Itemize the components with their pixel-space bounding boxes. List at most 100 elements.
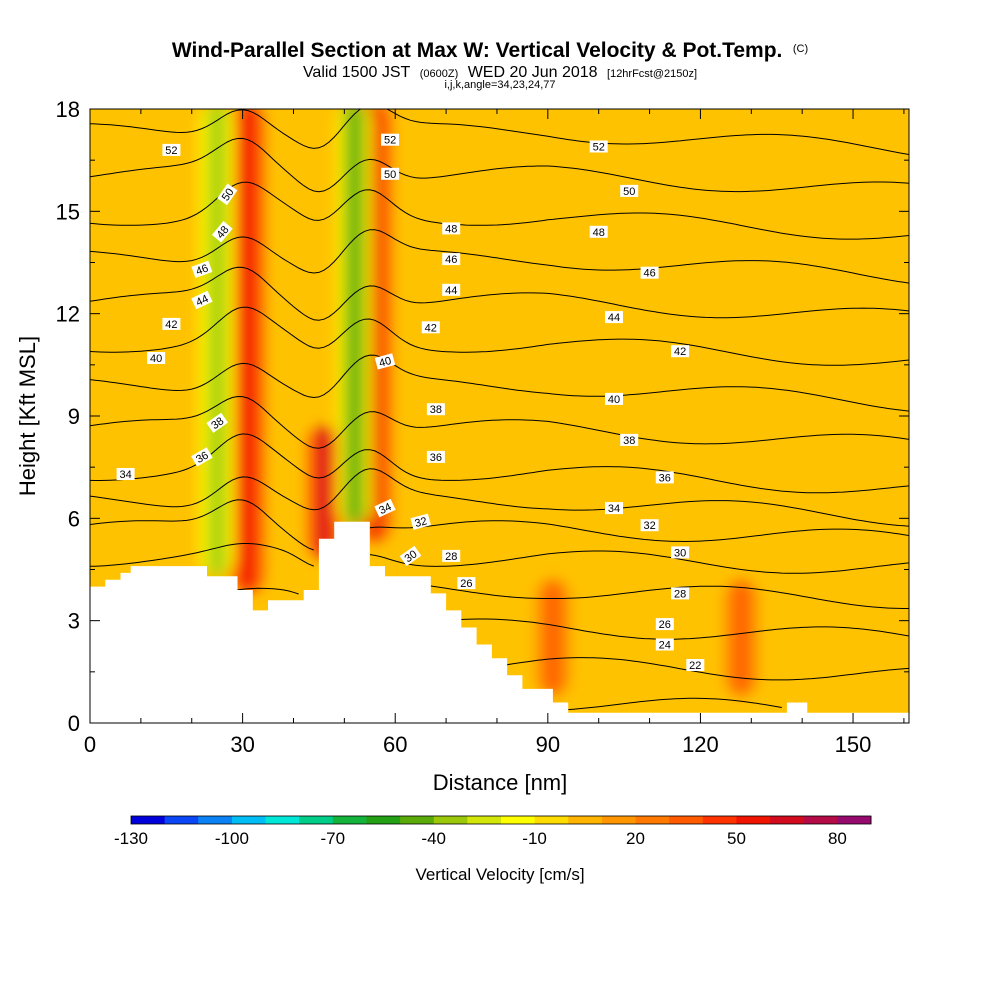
theta-label: 52 — [384, 135, 396, 147]
theta-label-group: 44 — [191, 290, 213, 310]
svg-text:Wind-Parallel Section at Max W: Wind-Parallel Section at Max W: Vertical… — [172, 39, 808, 62]
theta-label-group: 36 — [191, 447, 213, 467]
theta-label-bg — [655, 638, 674, 651]
theta-label-group: 44 — [605, 311, 623, 324]
theta-label-bg — [671, 546, 690, 559]
theta-label-group: 46 — [442, 253, 461, 266]
colorbar-swatch — [635, 816, 670, 824]
theta-label: 26 — [659, 619, 671, 631]
theta-label-bg — [426, 450, 445, 463]
colorbar-swatch — [601, 816, 637, 824]
theta-contour — [90, 354, 909, 412]
theta-label: 40 — [608, 394, 620, 406]
theta-label-bg — [605, 311, 623, 324]
theta-label: 44 — [445, 285, 457, 297]
theta-label-group: 50 — [381, 167, 400, 181]
theta-label: 42 — [425, 322, 437, 334]
colorbar-swatch — [770, 816, 805, 824]
theta-label: 24 — [659, 640, 671, 652]
colorbar-swatch — [164, 816, 199, 824]
colorbar-tick-label: 50 — [727, 829, 746, 848]
y-axis-label: Height [Kft MSL] — [15, 336, 40, 496]
theta-label-group: 32 — [640, 519, 659, 532]
colorbar-tick-label: -10 — [522, 829, 547, 848]
x-axis-label: Distance [nm] — [433, 770, 568, 795]
theta-label-bg — [640, 519, 659, 532]
x-tick-label: 150 — [835, 732, 872, 757]
theta-label: 46 — [445, 254, 457, 266]
chart-title-mark: (C) — [793, 43, 808, 55]
chart-subtitle-forecast: [12hrFcst@2150z] — [607, 68, 697, 80]
theta-label-group: 26 — [655, 618, 674, 631]
theta-contour — [90, 468, 909, 527]
colorbar-swatch — [534, 816, 569, 824]
theta-label-bg — [217, 183, 238, 206]
theta-label: 30 — [674, 547, 686, 559]
theta-contour — [237, 585, 909, 609]
theta-contour — [90, 543, 909, 574]
theta-contour — [90, 109, 909, 155]
chart-subtitle-date: WED 20 Jun 2018 — [468, 64, 598, 81]
y-tick-label: 18 — [56, 97, 80, 122]
theta-label: 36 — [659, 472, 671, 484]
theta-label: 32 — [643, 520, 655, 532]
theta-label-group: 40 — [374, 353, 396, 370]
colorbar-swatch — [299, 816, 334, 824]
theta-label-group: 38 — [206, 412, 229, 433]
x-tick-label: 0 — [84, 732, 96, 757]
theta-label-group: 30 — [399, 545, 422, 566]
theta-label-group: 52 — [381, 133, 400, 147]
theta-label: 40 — [150, 353, 162, 365]
theta-label-bg — [147, 352, 166, 364]
theta-label-group: 28 — [442, 549, 461, 563]
theta-label: 32 — [413, 515, 428, 530]
theta-contour — [90, 137, 909, 193]
x-tick-label: 90 — [536, 732, 560, 757]
theta-label-bg — [620, 184, 639, 197]
theta-label: 34 — [608, 503, 620, 515]
theta-label-bg — [211, 221, 233, 243]
theta-label-bg — [605, 392, 623, 405]
theta-label-bg — [381, 133, 400, 146]
chart-title-block: Wind-Parallel Section at Max W: Vertical… — [172, 39, 808, 91]
chart-subtitle-indices: i,j,k,angle=34,23,24,77 — [444, 79, 555, 91]
velocity-feature-downdraft — [349, 109, 361, 525]
theta-label-group: 24 — [655, 638, 674, 652]
colorbar-frame — [130, 815, 872, 825]
theta-label-group: 30 — [671, 546, 690, 559]
theta-label-group: 48 — [589, 225, 608, 239]
theta-label-bg — [686, 659, 705, 671]
theta-label-bg — [191, 290, 213, 310]
theta-label-bg — [381, 167, 400, 180]
svg-text:Valid 1500 JST (0600Z): Valid 1500 JST (0600Z) WED 20 Jun 2018 [… — [303, 64, 697, 81]
colorbar-swatch — [568, 816, 603, 824]
chart-title: Wind-Parallel Section at Max W: Vertical… — [172, 39, 783, 62]
theta-label: 38 — [623, 435, 635, 447]
theta-label: 52 — [593, 142, 605, 154]
velocity-feature-updraft — [318, 427, 330, 559]
theta-label: 28 — [445, 551, 457, 563]
theta-label-group: 42 — [421, 321, 440, 334]
velocity-feature-updraft — [242, 109, 254, 593]
theta-label-bg — [589, 140, 608, 153]
colorbar-swatch — [501, 816, 536, 824]
y-tick-label: 15 — [56, 199, 80, 224]
colorbar: -130 -100 -70 -40 -10 20 50 80 — [114, 815, 872, 848]
theta-label-group: 46 — [191, 260, 213, 279]
theta-label-group: 22 — [686, 659, 705, 672]
theta-label: 50 — [384, 169, 396, 181]
theta-label: 46 — [643, 268, 655, 280]
theta-contour — [90, 499, 909, 551]
theta-label-bg — [410, 513, 431, 530]
terrain-mask — [90, 521, 909, 723]
colorbar-swatch — [837, 816, 872, 824]
colorbar-swatch — [702, 816, 737, 824]
theta-label: 38 — [430, 404, 442, 416]
theta-label-bg — [442, 253, 461, 266]
theta-contour — [90, 229, 909, 284]
theta-label-bg — [442, 283, 461, 296]
theta-label-bg — [671, 345, 690, 358]
colorbar-swatch — [366, 816, 401, 824]
